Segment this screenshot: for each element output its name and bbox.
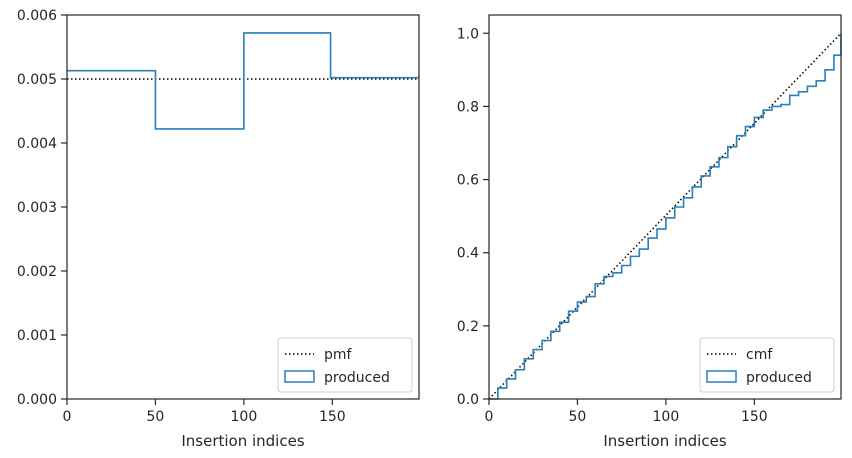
chart-1-legend-label-cmf: cmf xyxy=(746,347,773,363)
chart-1-legend-box xyxy=(699,337,835,393)
chart-0-legend-label-pmf: pmf xyxy=(324,347,353,363)
chart-left-pmf: 0 50 100 150 0.000 0.001 0.002 0.003 0.004 0.005 0… xyxy=(17,8,420,450)
chart-1-y-tick-label-1: 0.2 xyxy=(457,319,479,335)
chart-0-legend-label-produced: produced xyxy=(324,370,390,386)
chart-0-legend-box xyxy=(277,337,413,393)
chart-1-y-tick-label-3: 0.6 xyxy=(457,173,479,189)
chart-0-series-produced-line xyxy=(67,32,419,130)
chart-0-y-tick-label-3: 0.003 xyxy=(17,200,57,216)
chart-1-x-tick-label-3: 150 xyxy=(741,409,768,425)
chart-1-axes-frame xyxy=(488,14,842,400)
chart-0-x-tick-label-2: 100 xyxy=(231,409,258,425)
chart-1-y-tick-label-4: 0.8 xyxy=(457,99,479,115)
chart-1-y-tick-label-0: 0.0 xyxy=(457,392,479,408)
chart-1-x-tick-label-0: 0 xyxy=(485,409,494,425)
chart-1-series-cmf-line xyxy=(488,32,842,400)
chart-1-x-tick-label-2: 100 xyxy=(653,409,680,425)
chart-1-x-tick-label-1: 50 xyxy=(569,409,587,425)
chart-1-legend-label-produced: produced xyxy=(746,370,812,386)
chart-0-y-tick-label-4: 0.004 xyxy=(17,136,57,152)
chart-0-x-tick-label-0: 0 xyxy=(63,409,72,425)
chart-1-series-produced-line xyxy=(489,33,842,400)
chart-0-x-axis-label: Insertion indices xyxy=(181,432,304,450)
chart-0-y-tick-label-5: 0.005 xyxy=(17,72,57,88)
chart-0-x-tick-label-3: 150 xyxy=(319,409,346,425)
chart-0-y-tick-label-2: 0.002 xyxy=(17,264,57,280)
chart-0-y-tick-label-0: 0.000 xyxy=(17,392,57,408)
chart-1-y-tick-label-2: 0.4 xyxy=(457,246,479,262)
chart-0-legend-swatch-produced xyxy=(284,370,315,383)
chart-0-y-tick-label-6: 0.006 xyxy=(17,8,57,24)
chart-1-y-tick-label-5: 1.0 xyxy=(457,26,479,42)
chart-0-y-tick-label-1: 0.001 xyxy=(17,328,57,344)
chart-1-legend-swatch-produced xyxy=(706,370,737,383)
chart-1-x-axis-label: Insertion indices xyxy=(603,432,726,450)
chart-right-cmf: 0 50 100 150 0.0 0.2 0.4 0.6 0.8 1.0 Insertion ind… xyxy=(457,14,842,450)
chart-0-x-tick-label-1: 50 xyxy=(147,409,165,425)
